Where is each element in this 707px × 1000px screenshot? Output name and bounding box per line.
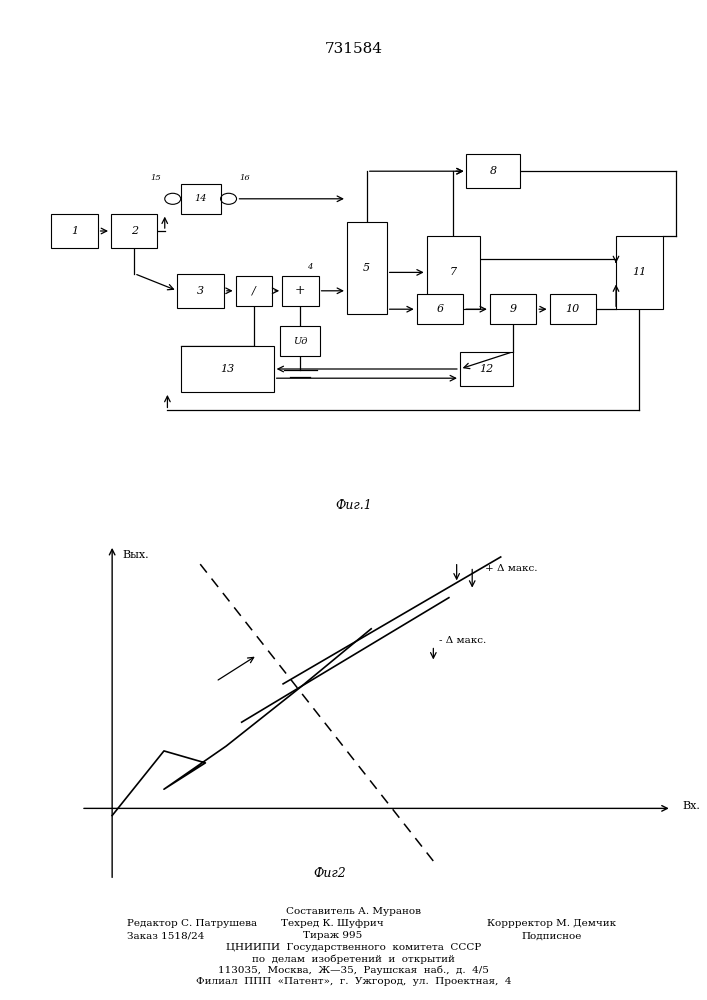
Bar	[616, 236, 662, 309]
Text: 5: 5	[363, 263, 370, 273]
Text: 731584: 731584	[325, 42, 382, 56]
Text: 14: 14	[194, 194, 207, 203]
Bar	[51, 214, 98, 248]
Text: 11: 11	[632, 267, 646, 277]
Bar	[490, 294, 536, 324]
Text: 12: 12	[479, 364, 493, 374]
Text: +: +	[295, 284, 305, 297]
Text: 3: 3	[197, 286, 204, 296]
Text: Редактор С. Патрушева: Редактор С. Патрушева	[127, 920, 257, 928]
Text: Подписное: Подписное	[521, 932, 582, 940]
Text: Филиал  ППП  «Патент»,  г.  Ужгород,  ул.  Проектная,  4: Филиал ППП «Патент», г. Ужгород, ул. Про…	[196, 976, 511, 986]
Text: Составитель А. Муранов: Составитель А. Муранов	[286, 908, 421, 916]
Text: - Δ макс.: - Δ макс.	[438, 636, 486, 645]
Bar	[111, 214, 158, 248]
Text: 2: 2	[131, 226, 138, 236]
Bar	[235, 276, 272, 306]
Text: Техред К. Шуфрич: Техред К. Шуфрич	[281, 920, 384, 928]
Text: Uд: Uд	[293, 337, 308, 346]
Bar	[549, 294, 596, 324]
Bar	[282, 276, 319, 306]
Bar	[181, 184, 221, 214]
Text: Коррректор М. Демчик: Коррректор М. Демчик	[487, 920, 616, 928]
Text: Вых.: Вых.	[122, 550, 149, 560]
Bar	[281, 326, 320, 356]
Text: Заказ 1518/24: Заказ 1518/24	[127, 932, 204, 940]
Bar	[347, 222, 387, 314]
Bar	[467, 154, 520, 188]
Text: Тираж 995: Тираж 995	[303, 932, 362, 940]
Bar	[177, 274, 224, 308]
Text: ЦНИИПИ  Государственного  комитета  СССР: ЦНИИПИ Государственного комитета СССР	[226, 944, 481, 952]
Text: 7: 7	[450, 267, 457, 277]
Text: 16: 16	[240, 174, 250, 182]
Text: 113035,  Москва,  Ж—35,  Раушская  наб.,  д.  4/5: 113035, Москва, Ж—35, Раушская наб., д. …	[218, 965, 489, 975]
Text: 15: 15	[151, 174, 161, 182]
Text: 6: 6	[436, 304, 443, 314]
Text: Фиг.1: Фиг.1	[335, 499, 372, 512]
Text: 8: 8	[489, 166, 496, 176]
Text: Фиг2: Фиг2	[313, 867, 346, 880]
Text: 4: 4	[307, 263, 312, 271]
Text: /: /	[252, 286, 256, 296]
Bar	[181, 346, 274, 392]
Text: 9: 9	[510, 304, 517, 314]
Text: 1: 1	[71, 226, 78, 236]
Text: по  делам  изобретений  и  открытий: по делам изобретений и открытий	[252, 954, 455, 964]
Bar	[460, 352, 513, 386]
Text: Вх.: Вх.	[682, 801, 700, 811]
Text: 10: 10	[566, 304, 580, 314]
Text: + Δ макс.: + Δ макс.	[485, 564, 537, 573]
Text: 13: 13	[220, 364, 234, 374]
Bar	[416, 294, 463, 324]
Bar	[426, 236, 480, 309]
